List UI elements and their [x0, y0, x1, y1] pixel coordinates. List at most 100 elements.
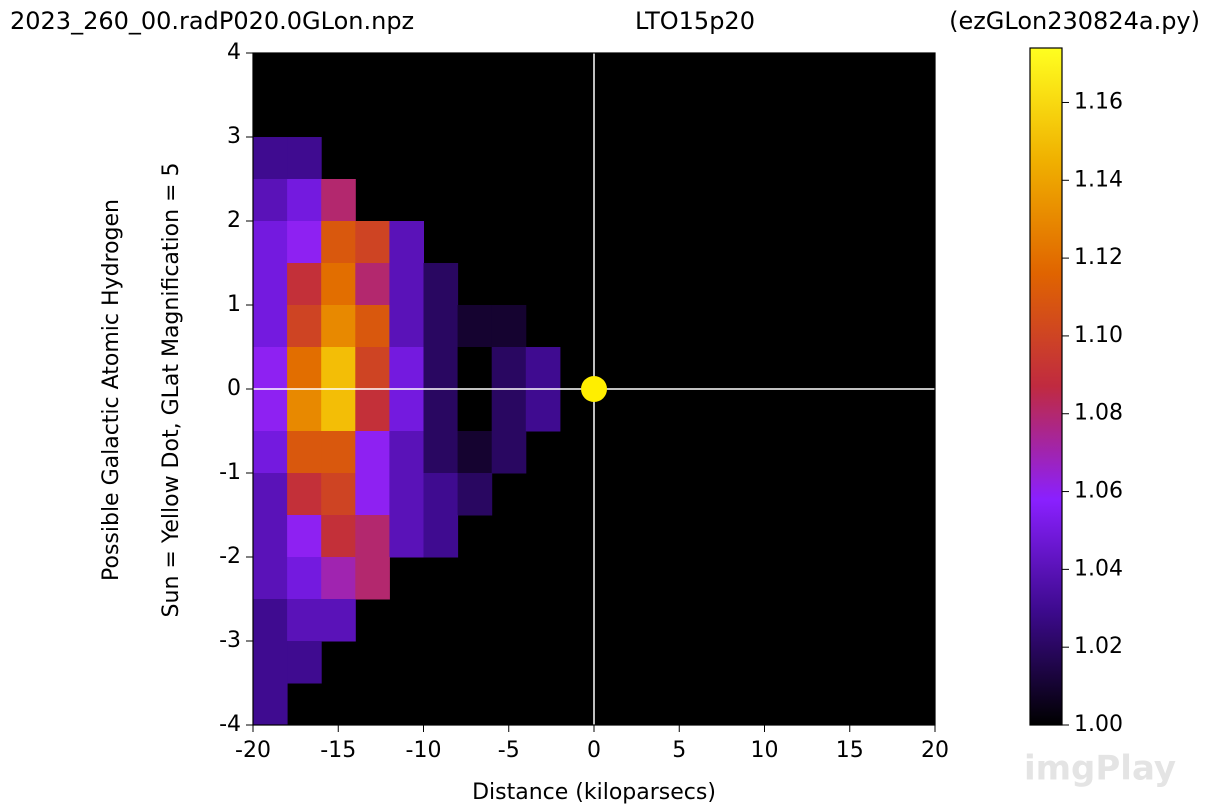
- heat-cell: [287, 347, 322, 390]
- y-tick-label: 4: [227, 40, 241, 65]
- colorbar-tick-label: 1.10: [1074, 323, 1123, 348]
- heat-cell: [287, 221, 322, 264]
- heat-cell: [253, 305, 288, 348]
- heat-cell: [253, 473, 288, 516]
- title-left: 2023_260_00.radP020.0GLon.npz: [10, 7, 414, 35]
- heat-cell: [457, 305, 493, 348]
- heat-cell: [491, 347, 527, 390]
- heat-cell: [321, 221, 356, 264]
- heat-cell: [321, 599, 356, 642]
- heat-cell: [355, 431, 390, 474]
- heat-cell: [321, 557, 356, 600]
- heat-cell: [389, 389, 424, 432]
- heat-cell: [457, 473, 493, 516]
- heat-cell: [355, 473, 390, 516]
- heat-cell: [253, 347, 288, 390]
- colorbar-tick-label: 1.12: [1074, 245, 1123, 270]
- colorbar: [1029, 47, 1063, 726]
- heat-cell: [389, 305, 424, 348]
- title-right: (ezGLon230824a.py): [949, 7, 1200, 35]
- heat-cell: [355, 221, 390, 264]
- heat-cell: [253, 221, 288, 264]
- x-tick-label: 5: [672, 738, 686, 763]
- heat-cell: [355, 263, 390, 306]
- y-tick-label: 0: [227, 376, 241, 401]
- x-tick-label: -20: [235, 738, 271, 763]
- heat-cell: [287, 557, 322, 600]
- heat-cell: [389, 263, 424, 306]
- heat-cell: [389, 515, 424, 558]
- heat-cell: [321, 179, 356, 222]
- heat-cell: [253, 179, 288, 222]
- heat-cell: [287, 515, 322, 558]
- heat-cell: [355, 557, 390, 600]
- colorbar-tick-label: 1.04: [1074, 556, 1123, 581]
- colorbar-tick-label: 1.02: [1074, 634, 1123, 659]
- y-tick-label: -1: [219, 460, 241, 485]
- heat-cell: [253, 599, 288, 642]
- heat-cell: [423, 389, 459, 432]
- x-tick-label: -10: [406, 738, 442, 763]
- y-label: Possible Galactic Atomic Hydrogen: [99, 199, 124, 581]
- heat-cell: [457, 347, 493, 390]
- heat-cell: [389, 221, 424, 264]
- heat-cell: [253, 263, 288, 306]
- heat-cell: [525, 347, 561, 390]
- heat-cell: [253, 431, 288, 474]
- y-tick-label: 3: [227, 124, 241, 149]
- heat-cell: [355, 389, 390, 432]
- heat-cell: [457, 431, 493, 474]
- heat-cell: [321, 515, 356, 558]
- title-center: LTO15p20: [635, 7, 755, 35]
- heat-cell: [355, 305, 390, 348]
- heat-cell: [389, 431, 424, 474]
- heat-cell: [287, 389, 322, 432]
- x-tick-label: 20: [921, 738, 949, 763]
- heat-cell: [287, 473, 322, 516]
- heat-cell: [491, 305, 527, 348]
- x-tick-label: -5: [498, 738, 520, 763]
- heat-cell: [389, 347, 424, 390]
- heat-cell: [423, 473, 459, 516]
- heat-cell: [253, 389, 288, 432]
- heat-cell: [253, 515, 288, 558]
- x-tick-label: -15: [320, 738, 356, 763]
- x-tick-label: 0: [587, 738, 601, 763]
- x-label: Distance (kiloparsecs): [472, 780, 716, 805]
- y-tick-label: -4: [219, 712, 241, 737]
- heat-cell: [253, 557, 288, 600]
- heat-cell: [321, 431, 356, 474]
- y-label: Sun = Yellow Dot, GLat Magnification = 5: [159, 163, 184, 618]
- y-tick-label: -2: [219, 544, 241, 569]
- y-tick-label: -3: [219, 628, 241, 653]
- sun-dot: [581, 376, 607, 402]
- heat-cell: [253, 683, 288, 726]
- heat-cell: [423, 347, 459, 390]
- heat-cell: [491, 431, 527, 474]
- watermark: imgPlay: [1024, 749, 1176, 789]
- colorbar-tick-label: 1.14: [1074, 167, 1123, 192]
- heat-cell: [389, 473, 424, 516]
- heat-cell: [355, 347, 390, 390]
- colorbar-tick-label: 1.16: [1074, 89, 1123, 114]
- colorbar-tick-label: 1.06: [1074, 479, 1123, 504]
- colorbar-tick-label: 1.08: [1074, 401, 1123, 426]
- heat-cell: [321, 473, 356, 516]
- heat-cell: [287, 431, 322, 474]
- x-tick-label: 10: [751, 738, 779, 763]
- heat-cell: [321, 305, 356, 348]
- x-tick-label: 15: [836, 738, 864, 763]
- y-tick-label: 1: [227, 292, 241, 317]
- heat-cell: [423, 515, 459, 558]
- heat-cell: [423, 263, 459, 306]
- heat-cell: [287, 305, 322, 348]
- heat-cell: [321, 389, 356, 432]
- heat-cell: [287, 641, 322, 684]
- heat-cell: [355, 515, 390, 558]
- heat-cell: [423, 431, 459, 474]
- heat-cell: [423, 305, 459, 348]
- heat-cell: [525, 389, 561, 432]
- heat-cell: [457, 389, 493, 432]
- heat-cell: [321, 263, 356, 306]
